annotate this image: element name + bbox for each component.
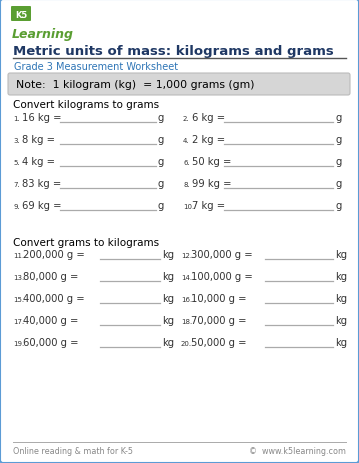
Text: g: g	[335, 135, 341, 144]
Text: ©  www.k5learning.com: © www.k5learning.com	[249, 446, 346, 456]
Text: 3.: 3.	[13, 138, 20, 144]
Text: 200,000 g =: 200,000 g =	[23, 250, 85, 259]
Text: K5: K5	[15, 11, 27, 19]
Text: 70,000 g =: 70,000 g =	[191, 315, 247, 325]
Text: kg: kg	[162, 315, 174, 325]
Text: Metric units of mass: kilograms and grams: Metric units of mass: kilograms and gram…	[13, 45, 334, 58]
Text: Learning: Learning	[12, 28, 74, 41]
Text: kg: kg	[162, 337, 174, 347]
Text: 18.: 18.	[181, 319, 192, 324]
Text: kg: kg	[335, 337, 347, 347]
Text: 300,000 g =: 300,000 g =	[191, 250, 253, 259]
Text: g: g	[335, 179, 341, 188]
Text: 2 kg =: 2 kg =	[192, 135, 225, 144]
Text: 60,000 g =: 60,000 g =	[23, 337, 79, 347]
Text: kg: kg	[335, 271, 347, 282]
Text: g: g	[158, 113, 164, 123]
Text: Convert kilograms to grams: Convert kilograms to grams	[13, 100, 159, 110]
Text: 6.: 6.	[183, 160, 190, 166]
Text: 4.: 4.	[183, 138, 190, 144]
Text: g: g	[335, 200, 341, 211]
Text: Online reading & math for K-5: Online reading & math for K-5	[13, 446, 133, 456]
Text: 2.: 2.	[183, 116, 190, 122]
Text: kg: kg	[162, 294, 174, 303]
Text: 69 kg =: 69 kg =	[22, 200, 61, 211]
Text: 83 kg =: 83 kg =	[22, 179, 61, 188]
Text: 19.: 19.	[13, 340, 24, 346]
Text: 14.: 14.	[181, 275, 192, 281]
Text: kg: kg	[335, 250, 347, 259]
Text: 17.: 17.	[13, 319, 24, 324]
Text: 12.: 12.	[181, 252, 192, 258]
Text: g: g	[158, 135, 164, 144]
Text: 10.: 10.	[183, 204, 194, 210]
Text: g: g	[335, 113, 341, 123]
Text: 80,000 g =: 80,000 g =	[23, 271, 78, 282]
Text: g: g	[158, 179, 164, 188]
Text: 7.: 7.	[13, 181, 20, 188]
Text: 8 kg =: 8 kg =	[22, 135, 55, 144]
Text: 50,000 g =: 50,000 g =	[191, 337, 247, 347]
FancyBboxPatch shape	[11, 7, 31, 22]
Text: kg: kg	[335, 294, 347, 303]
Text: g: g	[158, 200, 164, 211]
Text: Grade 3 Measurement Worksheet: Grade 3 Measurement Worksheet	[14, 62, 178, 72]
Text: 4 kg =: 4 kg =	[22, 156, 55, 167]
Text: 99 kg =: 99 kg =	[192, 179, 232, 188]
Text: 1.: 1.	[13, 116, 20, 122]
Text: 50 kg =: 50 kg =	[192, 156, 231, 167]
Text: kg: kg	[162, 271, 174, 282]
Text: Convert grams to kilograms: Convert grams to kilograms	[13, 238, 159, 247]
Text: 10,000 g =: 10,000 g =	[191, 294, 247, 303]
Text: 6 kg =: 6 kg =	[192, 113, 225, 123]
FancyBboxPatch shape	[8, 74, 350, 96]
Text: g: g	[158, 156, 164, 167]
Text: 100,000 g =: 100,000 g =	[191, 271, 253, 282]
Text: 7 kg =: 7 kg =	[192, 200, 225, 211]
Text: 15.: 15.	[13, 296, 24, 302]
Text: kg: kg	[335, 315, 347, 325]
Text: 8.: 8.	[183, 181, 190, 188]
Text: 5.: 5.	[13, 160, 20, 166]
Text: 20.: 20.	[181, 340, 192, 346]
Text: 16 kg =: 16 kg =	[22, 113, 61, 123]
Text: 16.: 16.	[181, 296, 192, 302]
Text: g: g	[335, 156, 341, 167]
Text: 9.: 9.	[13, 204, 20, 210]
Text: Note:  1 kilogram (kg)  = 1,000 grams (gm): Note: 1 kilogram (kg) = 1,000 grams (gm)	[16, 80, 255, 90]
Text: 11.: 11.	[13, 252, 24, 258]
Text: kg: kg	[162, 250, 174, 259]
Text: 13.: 13.	[13, 275, 24, 281]
Text: 40,000 g =: 40,000 g =	[23, 315, 78, 325]
Text: 400,000 g =: 400,000 g =	[23, 294, 85, 303]
